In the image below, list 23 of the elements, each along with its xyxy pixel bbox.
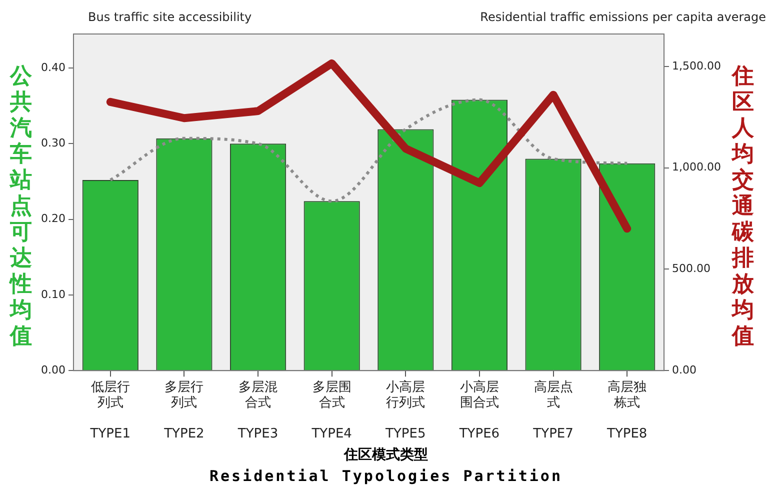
category-label: 高层独栋式 TYPE8: [607, 380, 648, 442]
y-tick-label: 0.00: [40, 363, 66, 376]
category-label: 小高层行列式 TYPE5: [386, 380, 426, 442]
y2-tick-label: 1,000.00: [672, 160, 721, 174]
y-tick-label: 0.30: [40, 136, 66, 150]
category-label: 低层行列式 TYPE1: [90, 380, 131, 442]
category-label: 多层围合式 TYPE4: [312, 380, 352, 442]
text: Bus traffic site accessibility: [88, 10, 252, 24]
text: Residential traffic emissions per capita average: [480, 10, 766, 24]
y-tick-label: 0.10: [40, 288, 66, 301]
y2-tick-label: 1,500.00: [672, 59, 721, 72]
category-label: 多层行列式 TYPE2: [164, 380, 204, 442]
category-label: 多层混合式 TYPE3: [238, 380, 278, 442]
text: 公共汽车站点可达性均值: [10, 64, 32, 349]
category-label: 高层点式 TYPE7: [533, 380, 574, 442]
y2-tick-label: 500.00: [672, 262, 711, 276]
y-tick-label: 0.40: [40, 60, 66, 74]
x-axis-title: 住区模式类型 Residential Typologies Partition: [208, 446, 564, 485]
line-series: [108, 98, 629, 203]
category-label: 小高层围合式 TYPE6: [459, 380, 500, 442]
y2-tick-label: 0.00: [672, 363, 697, 376]
text: 住区人均交通碳排放均值: [732, 64, 754, 349]
y-tick-label: 0.20: [40, 212, 66, 226]
